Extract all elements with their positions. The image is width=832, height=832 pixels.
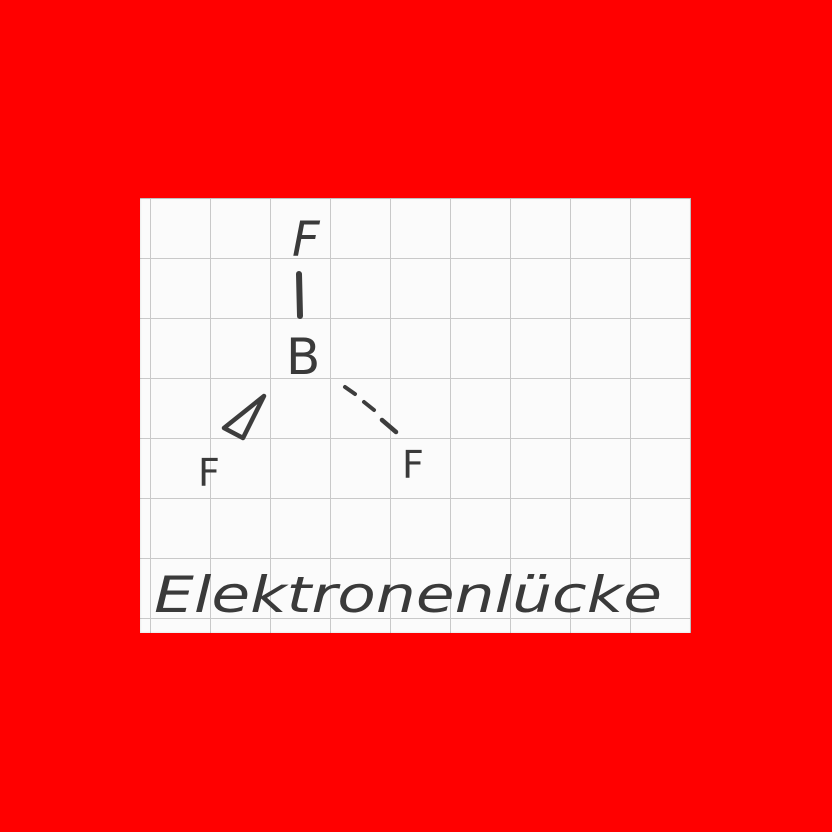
- graph-paper: F B F F Elektronenlücke: [140, 198, 691, 633]
- atom-f-right: F: [402, 443, 424, 487]
- dashed-bond-b-f-right: [343, 385, 399, 435]
- bf3-structure-diagram: F B F F Elektronenlücke: [154, 212, 662, 624]
- single-bond-f-b: [296, 271, 303, 319]
- atom-b-center: B: [286, 328, 320, 386]
- atom-f-top: F: [292, 212, 321, 268]
- caption-text: Elektronenlücke: [154, 566, 662, 624]
- wedge-bond-b-f-left: [221, 393, 267, 441]
- atom-f-left: F: [198, 451, 220, 495]
